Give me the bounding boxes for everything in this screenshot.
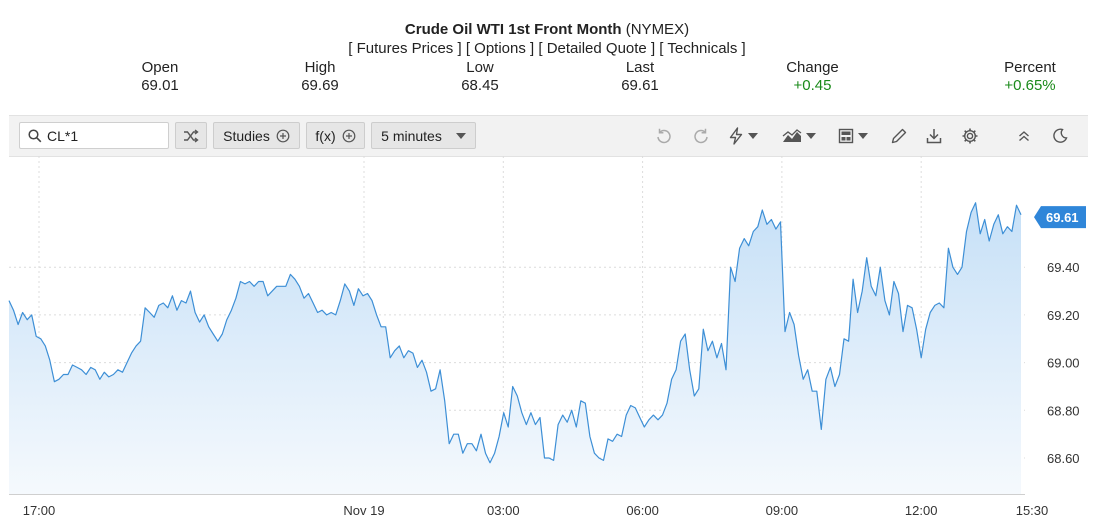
redo-button[interactable] bbox=[690, 125, 712, 147]
download-button[interactable] bbox=[923, 125, 945, 147]
compare-button[interactable] bbox=[175, 122, 207, 149]
price-chart[interactable]: 69.40 69.20 69.00 68.80 68.60 17:00 Nov 19 03:… bbox=[0, 156, 1104, 523]
draw-button[interactable] bbox=[888, 125, 910, 147]
detailed-quote-link[interactable]: [ Detailed Quote ] bbox=[538, 40, 656, 57]
low-label: Low bbox=[466, 59, 494, 76]
x-tick-label: 03:00 bbox=[487, 503, 520, 518]
x-tick-label: 09:00 bbox=[766, 503, 799, 518]
technicals-link[interactable]: [ Technicals ] bbox=[659, 40, 746, 57]
last-price-badge: 69.61 bbox=[1034, 206, 1086, 229]
change-value: +0.45 bbox=[793, 77, 832, 94]
quote-change: Change +0.45 bbox=[775, 59, 850, 95]
plus-circle-icon bbox=[342, 129, 356, 142]
layout-icon bbox=[838, 128, 854, 144]
last-price-label: 69.61 bbox=[1046, 210, 1079, 225]
chevron-down-icon bbox=[455, 132, 466, 139]
open-value: 69.01 bbox=[141, 77, 179, 94]
settings-button[interactable] bbox=[959, 125, 981, 147]
undo-icon bbox=[657, 128, 671, 144]
symbol-search[interactable] bbox=[19, 122, 169, 149]
options-link[interactable]: [ Options ] bbox=[465, 40, 535, 57]
redo-icon bbox=[694, 128, 708, 144]
x-axis: 17:00 Nov 19 03:00 06:00 09:00 12:00 15:30 bbox=[23, 503, 1049, 518]
high-label: High bbox=[304, 59, 336, 76]
price-line bbox=[8, 202, 1022, 464]
shuffle-icon bbox=[184, 128, 199, 143]
moon-icon bbox=[1053, 128, 1068, 143]
change-label: Change bbox=[786, 59, 839, 76]
x-tick-label: 15:30 bbox=[1016, 503, 1049, 518]
x-tick-label: 17:00 bbox=[23, 503, 56, 518]
chart-toolbar: Studies f(x) 5 minutes bbox=[9, 115, 1088, 157]
chevron-down-icon bbox=[748, 133, 758, 139]
chart-type-menu[interactable] bbox=[780, 125, 818, 147]
open-label: Open bbox=[141, 59, 179, 76]
x-tick-label: 12:00 bbox=[905, 503, 938, 518]
last-label: Last bbox=[625, 59, 655, 76]
y-tick-label: 68.60 bbox=[1047, 451, 1080, 466]
percent-label: Percent bbox=[1004, 59, 1056, 76]
x-tick-label: 06:00 bbox=[626, 503, 659, 518]
gear-icon bbox=[962, 128, 978, 144]
low-value: 68.45 bbox=[461, 77, 499, 94]
futures-prices-link[interactable]: [ Futures Prices ] bbox=[348, 40, 462, 57]
price-area bbox=[9, 202, 1021, 495]
download-icon bbox=[926, 129, 942, 144]
quote-high: High 69.69 bbox=[290, 59, 350, 95]
chevron-down-icon bbox=[806, 133, 816, 139]
high-value: 69.69 bbox=[301, 77, 339, 94]
layout-menu[interactable] bbox=[835, 125, 871, 147]
y-tick-label: 68.80 bbox=[1047, 403, 1080, 418]
quote-percent: Percent +0.65% bbox=[990, 59, 1070, 95]
theme-toggle[interactable] bbox=[1049, 125, 1071, 147]
area-chart-icon bbox=[782, 129, 802, 142]
instrument-name: Crude Oil WTI 1st Front Month bbox=[404, 21, 622, 38]
chart-title: Crude Oil WTI 1st Front Month (NYMEX) bbox=[0, 20, 1094, 39]
interval-label: 5 minutes bbox=[381, 127, 442, 144]
chevron-down-icon bbox=[858, 133, 868, 139]
collapse-button[interactable] bbox=[1013, 125, 1035, 147]
studies-button[interactable]: Studies bbox=[213, 122, 300, 149]
exchange-name: (NYMEX) bbox=[625, 21, 690, 38]
last-price-marker bbox=[1034, 206, 1086, 229]
y-tick-label: 69.40 bbox=[1047, 260, 1080, 275]
interval-select[interactable]: 5 minutes bbox=[371, 122, 476, 149]
quote-low: Low 68.45 bbox=[450, 59, 510, 95]
header-links: [ Futures Prices ] [ Options ] [ Detaile… bbox=[0, 39, 1094, 58]
y-tick-label: 69.00 bbox=[1047, 356, 1080, 371]
collapse-icon bbox=[1019, 131, 1029, 142]
events-menu[interactable] bbox=[725, 125, 761, 147]
pencil-icon bbox=[891, 128, 907, 144]
x-tick-label: Nov 19 bbox=[343, 503, 384, 518]
last-value: 69.61 bbox=[621, 77, 659, 94]
function-label: f(x) bbox=[315, 127, 336, 144]
search-icon bbox=[28, 129, 42, 143]
quote-open: Open 69.01 bbox=[130, 59, 190, 95]
percent-value: +0.65% bbox=[1004, 77, 1056, 94]
undo-button[interactable] bbox=[653, 125, 675, 147]
y-axis: 69.40 69.20 69.00 68.80 68.60 bbox=[1047, 260, 1080, 466]
studies-label: Studies bbox=[223, 127, 270, 144]
symbol-input[interactable] bbox=[47, 126, 162, 145]
lightning-icon bbox=[729, 127, 743, 145]
y-tick-label: 69.20 bbox=[1047, 308, 1080, 323]
quote-last: Last 69.61 bbox=[610, 59, 670, 95]
chart-header: Crude Oil WTI 1st Front Month (NYMEX) [ … bbox=[0, 20, 1094, 58]
function-button[interactable]: f(x) bbox=[306, 122, 365, 149]
plus-circle-icon bbox=[276, 129, 290, 142]
